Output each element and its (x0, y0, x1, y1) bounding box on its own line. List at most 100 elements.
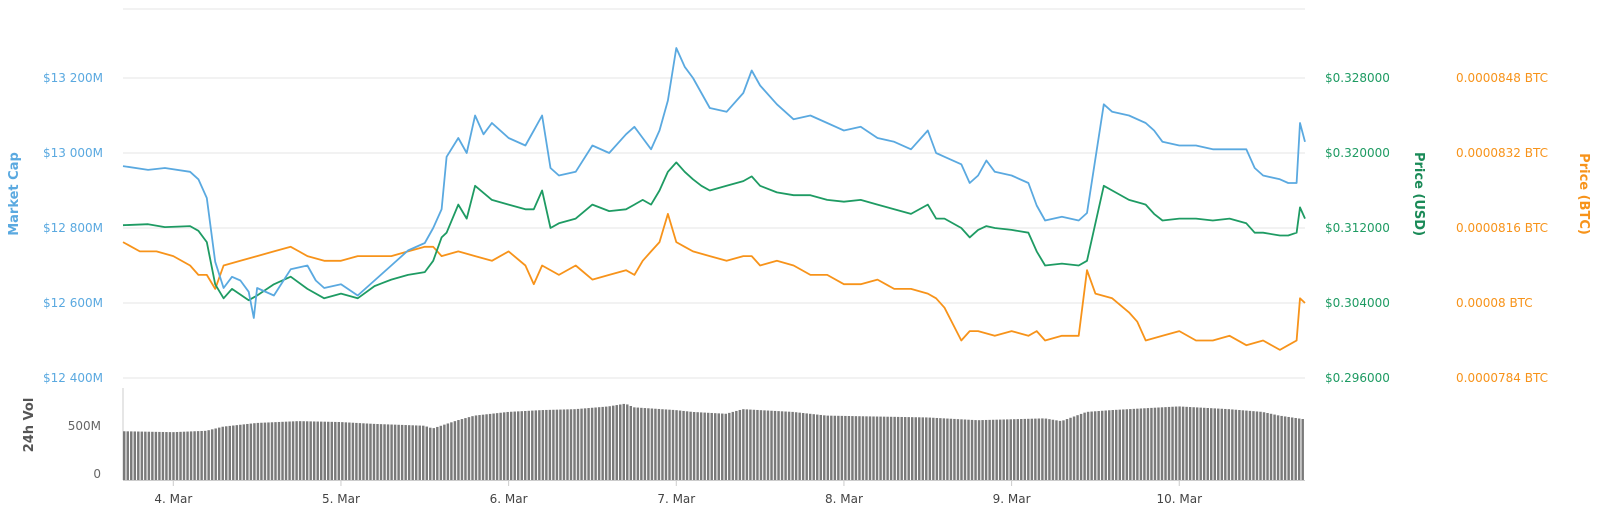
volume-bar (284, 421, 288, 480)
volume-bar (1269, 413, 1273, 480)
volume-bar (991, 419, 995, 480)
volume-bar (552, 409, 555, 480)
ytick-mc-2: $12 800M (43, 221, 103, 235)
volume-bar (390, 424, 393, 480)
volume-bar (1234, 409, 1238, 480)
volume-bar (281, 421, 284, 480)
ytick-usd-3: $0.304000 (1325, 296, 1390, 310)
volume-bar (422, 425, 425, 480)
volume-bar (457, 420, 460, 480)
volume-bar (320, 421, 323, 480)
volume-bar (260, 422, 263, 480)
volume-bar (225, 426, 228, 480)
volume-bar (288, 421, 291, 480)
volume-bar (372, 423, 376, 480)
volume-bar (928, 417, 932, 480)
volume-bar (1199, 407, 1202, 480)
volume-bar (175, 431, 179, 480)
volume-bar (379, 424, 383, 480)
volume-bar (914, 417, 917, 480)
ytick-vol-0: 500M (68, 419, 101, 433)
axis-title-market-cap: Market Cap (7, 152, 22, 236)
ytick-btc-1: 0.0000832 BTC (1456, 146, 1548, 160)
volume-bar (865, 416, 868, 480)
volume-bar (1248, 410, 1252, 480)
volume-bar (608, 406, 611, 480)
volume-bar (770, 410, 773, 480)
ytick-btc-4: 0.0000784 BTC (1456, 371, 1548, 385)
volume-bar (703, 412, 706, 480)
x-tick-label: 10. Mar (1156, 492, 1202, 506)
volume-bar (1164, 407, 1167, 480)
axis-title-price-btc: Price (BTC) (1576, 153, 1591, 235)
volume-bar (1115, 409, 1118, 480)
volume-bar (400, 424, 404, 480)
volume-bar (144, 431, 147, 480)
volume-bar (988, 419, 991, 480)
volume-bar (981, 420, 984, 480)
volume-bar (179, 431, 182, 480)
volume-bar (794, 412, 798, 480)
volume-bar (798, 412, 801, 480)
volume-bar (562, 409, 566, 480)
volume-bar (506, 411, 509, 480)
volume-bar (661, 409, 664, 480)
volume-bar (1185, 406, 1188, 480)
volume-bar (1280, 415, 1283, 480)
volume-bar (1217, 408, 1220, 480)
volume-bar (147, 431, 151, 480)
volume-bar (633, 407, 636, 480)
volume-bar (784, 411, 787, 480)
volume-bar (882, 416, 886, 480)
volume-bar (1055, 420, 1058, 480)
ytick-btc-2: 0.0000816 BTC (1456, 221, 1548, 235)
volume-bar (1227, 409, 1231, 480)
x-tick-label: 8. Mar (825, 492, 863, 506)
volume-bar (1041, 418, 1044, 480)
ytick-usd-1: $0.320000 (1325, 146, 1390, 160)
volume-bar (221, 426, 224, 480)
volume-bar (576, 408, 580, 480)
volume-bar (1044, 418, 1048, 480)
volume-bar (597, 407, 601, 480)
volume-bar (545, 409, 548, 480)
volume-bar (527, 410, 531, 480)
volume-bar (847, 416, 851, 480)
volume-bar (1266, 413, 1269, 480)
volume-bar (1181, 406, 1185, 480)
volume-bar (235, 425, 239, 480)
volume-bar (714, 413, 717, 480)
volume-bar (601, 406, 604, 480)
volume-bar (721, 413, 724, 480)
volume-bar (1287, 416, 1290, 480)
volume-bar (1178, 406, 1181, 480)
volume-bar (745, 409, 749, 480)
volume-bar (907, 417, 910, 480)
volume-bar (619, 404, 622, 480)
volume-bar (182, 431, 186, 480)
volume-bar (629, 405, 633, 480)
volume-bar (787, 411, 791, 480)
volume-bar (728, 412, 731, 480)
volume-bar (1100, 410, 1104, 480)
volume-bar (1083, 412, 1086, 480)
volume-bar (302, 421, 305, 480)
volume-bar (140, 431, 144, 480)
ytick-mc-1: $13 000M (43, 146, 103, 160)
volume-bar (675, 410, 678, 480)
volume-bar (1104, 410, 1107, 480)
volume-bar (133, 431, 137, 480)
volume-bar (932, 417, 935, 480)
volume-bar (376, 424, 379, 480)
volume-bar (1016, 419, 1019, 480)
volume-bar (411, 425, 414, 480)
volume-bar (911, 417, 914, 480)
volume-bar (689, 411, 692, 480)
volume-bar (541, 410, 545, 480)
volume-bar (249, 423, 253, 480)
volume-bar (439, 425, 443, 480)
volume-bar (1005, 419, 1009, 480)
volume-bar (200, 430, 203, 480)
volume-bar (436, 426, 439, 480)
